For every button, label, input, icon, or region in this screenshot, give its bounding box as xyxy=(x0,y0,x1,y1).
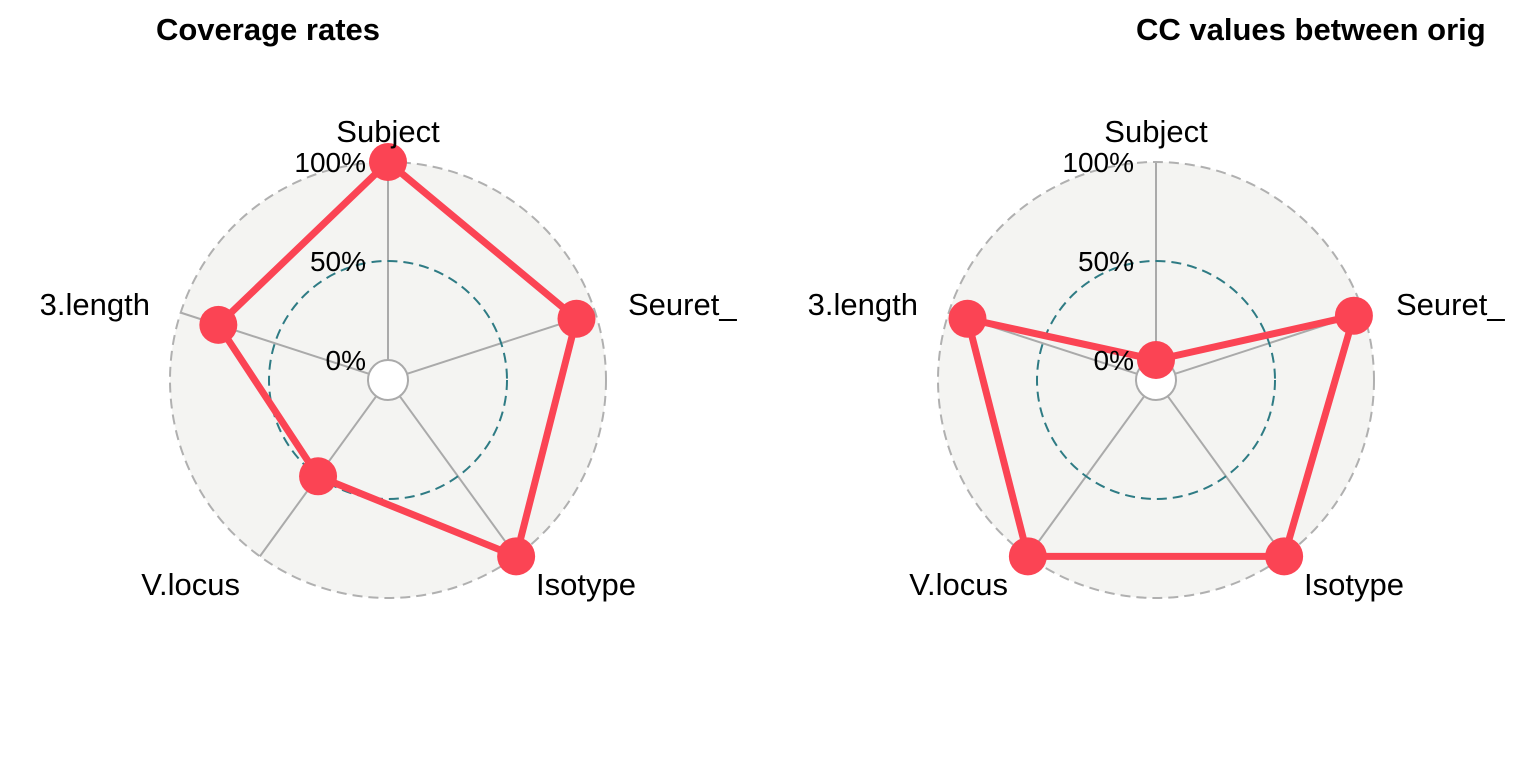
grid-circle-0 xyxy=(367,359,409,401)
category-label: Subject xyxy=(1104,114,1208,149)
grid-circle-100 xyxy=(937,161,1375,599)
grid-circle-50 xyxy=(1036,260,1276,500)
data-point xyxy=(299,457,338,496)
category-label: V.locus xyxy=(141,567,240,602)
data-point xyxy=(948,299,987,338)
grid-label: 100% xyxy=(294,147,366,178)
grid-circle-50 xyxy=(268,260,508,500)
category-label: V.locus xyxy=(909,567,1008,602)
panel-content: 0% 50% 100%Subject Seuret_ Isotype V.locus 3.l… xyxy=(808,114,1506,602)
category-label: Subject xyxy=(336,114,440,149)
data-point xyxy=(497,537,536,576)
chart-title: Coverage rates xyxy=(156,12,380,47)
grid-label: 50% xyxy=(310,246,366,277)
panel-content: 0% 50% 100%Subject Seuret_ Isotype V.locus 3.l… xyxy=(40,114,738,602)
grid-label: 0% xyxy=(326,345,366,376)
category-label: 3.length xyxy=(40,287,150,322)
grid-label: 50% xyxy=(1078,246,1134,277)
data-point xyxy=(1137,341,1175,379)
chart-title: CC values between orig xyxy=(1136,12,1486,47)
radar-panel-cc-values: 0% 50% 100%Subject Seuret_ Isotype V.locus 3.l… xyxy=(808,12,1506,602)
grid-label: 100% xyxy=(1062,147,1134,178)
category-label: Isotype xyxy=(1304,567,1404,602)
data-point xyxy=(369,143,407,181)
data-point xyxy=(557,299,596,338)
grid-label: 0% xyxy=(1094,345,1134,376)
data-point xyxy=(1265,537,1304,576)
data-point xyxy=(199,305,238,344)
category-label: Seuret_ xyxy=(1396,287,1505,322)
series-line xyxy=(964,312,1358,560)
category-label: Seuret_ xyxy=(628,287,737,322)
category-label: Isotype xyxy=(536,567,636,602)
radar-panel-coverage-rates: 0% 50% 100%Subject Seuret_ Isotype V.locus 3.l… xyxy=(40,12,738,602)
series-line xyxy=(214,158,580,560)
category-label: 3.length xyxy=(808,287,918,322)
data-point xyxy=(1334,296,1373,335)
data-point xyxy=(1008,537,1047,576)
